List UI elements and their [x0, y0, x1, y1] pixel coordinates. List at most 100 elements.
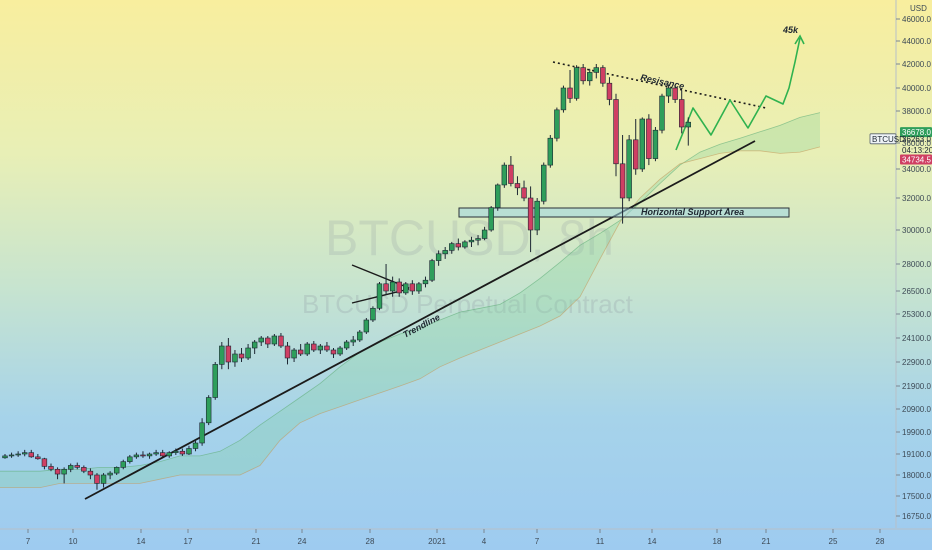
candle-body — [501, 164, 508, 186]
candle-body — [435, 253, 442, 261]
candle-body — [186, 448, 192, 455]
price-tick-label: 19100.0 — [902, 450, 931, 459]
candle-body — [120, 461, 126, 468]
candle-body — [284, 345, 291, 359]
price-tick-label: 16750.0 — [902, 512, 931, 521]
candle-body — [659, 95, 665, 131]
price-tick-label: 38000.0 — [902, 107, 931, 116]
price-tick-label: 24100.0 — [902, 334, 931, 343]
price-tick-label: 18000.0 — [902, 471, 931, 480]
candle-body — [652, 129, 659, 159]
candle-body — [291, 349, 297, 359]
price-tick-label: 32000.0 — [902, 194, 931, 203]
candle-body — [8, 454, 15, 457]
candle-body — [343, 341, 350, 349]
candle-body — [61, 468, 67, 475]
time-tick-label: 17 — [184, 537, 193, 546]
currency-label: USD — [910, 4, 927, 13]
candle-body — [416, 283, 422, 292]
candle-body — [317, 345, 324, 351]
price-tag-label: BTCUSD — [872, 135, 905, 144]
candle-body — [173, 450, 179, 453]
candle-body — [245, 347, 251, 359]
candle-body — [232, 353, 238, 363]
candle-body — [495, 184, 501, 208]
candle-body — [74, 465, 80, 468]
candle-body — [521, 187, 527, 199]
candle-body — [508, 164, 514, 184]
drawings-layer — [84, 34, 805, 500]
time-tick-label: 4 — [482, 537, 487, 546]
candle-body — [324, 345, 330, 351]
candle-body — [567, 87, 573, 99]
candle-body — [15, 453, 21, 456]
candle-body — [422, 279, 429, 285]
time-tick-label: 21 — [252, 537, 261, 546]
candle-body — [560, 87, 567, 111]
time-tick-label: 28 — [366, 537, 375, 546]
candle-body — [593, 67, 600, 73]
price-tag-label: 36678.0 — [902, 128, 931, 137]
candle-body — [179, 450, 186, 455]
price-tick-label: 42000.0 — [902, 60, 931, 69]
candle-body — [100, 474, 107, 484]
candle-body — [238, 353, 245, 359]
candle-body — [665, 87, 672, 97]
time-tick-label: 2021 — [428, 537, 446, 546]
candle-body — [541, 164, 547, 202]
price-tick-label: 22900.0 — [902, 358, 931, 367]
candle-body — [600, 67, 606, 84]
candle-body — [87, 470, 94, 476]
candle-body — [534, 200, 540, 231]
candle-body — [140, 454, 146, 457]
price-tick-label: 36000.0 — [902, 139, 931, 148]
candle-body — [159, 452, 166, 457]
time-tick-label: 18 — [713, 537, 722, 546]
price-tick-label: 19900.0 — [902, 428, 931, 437]
candle-body — [619, 163, 626, 199]
candle-body — [28, 452, 34, 458]
time-tick-label: 14 — [648, 537, 657, 546]
candle-body — [403, 283, 409, 294]
candle-body — [133, 454, 140, 458]
price-tag-box — [900, 154, 932, 165]
candle-body — [192, 442, 199, 449]
trendline — [84, 140, 756, 500]
candle-body — [219, 345, 225, 365]
projection-path — [675, 37, 801, 151]
price-tick-label: 46000.0 — [902, 15, 931, 24]
price-tick-label: 40000.0 — [902, 84, 931, 93]
time-tick-label: 11 — [596, 537, 605, 546]
price-tick-label: 17500.0 — [902, 492, 931, 501]
candle-body — [107, 472, 113, 476]
candle-body — [580, 67, 586, 82]
candle-body — [679, 99, 685, 128]
price-tag-label: 34734.5 — [902, 155, 931, 164]
candle-body — [488, 207, 494, 231]
candle-body — [462, 241, 468, 248]
candle-body — [442, 250, 448, 255]
candle-body — [94, 474, 100, 484]
price-tick-label: 21900.0 — [902, 382, 931, 391]
candle-body — [330, 349, 337, 355]
price-tick-label: 30000.0 — [902, 226, 931, 235]
candle-body — [146, 453, 153, 457]
candle-body — [48, 466, 54, 470]
price-tag-label: 04:13:20 — [902, 146, 932, 155]
candle-body — [41, 458, 48, 467]
time-tick-label: 14 — [137, 537, 146, 546]
candle-body — [271, 335, 278, 345]
time-tick-label: 7 — [26, 537, 31, 546]
candle-body — [205, 397, 212, 424]
candles-layer — [2, 64, 691, 490]
candle-body — [455, 243, 462, 248]
candle-body — [258, 337, 264, 343]
price-tag-label: 36263.0 — [902, 135, 931, 144]
candle-body — [357, 331, 363, 341]
candle-body — [573, 67, 580, 99]
time-tick-label: 24 — [298, 537, 307, 546]
candle-body — [304, 343, 310, 355]
candle-body — [646, 118, 652, 159]
